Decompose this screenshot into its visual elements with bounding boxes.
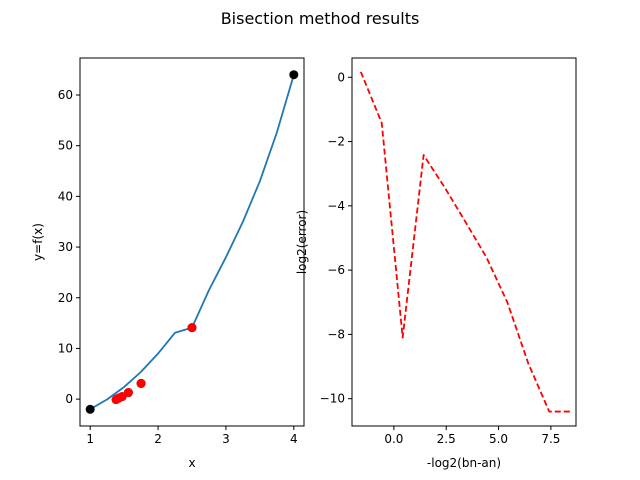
y-tick-label: 50 <box>58 139 73 153</box>
data-point-red-6 <box>111 395 121 405</box>
x-tick-label: 1 <box>86 432 94 446</box>
data-point-red-1 <box>136 378 146 388</box>
x-tick-label: 3 <box>222 432 230 446</box>
x-axis-label: x <box>188 456 195 470</box>
x-tick-label: 0.0 <box>384 432 403 446</box>
y-tick-label: −2 <box>327 135 345 149</box>
y-tick-label: 30 <box>58 240 73 254</box>
y-tick-label: −10 <box>320 392 345 406</box>
data-point-black-1 <box>289 70 299 80</box>
x-axis-label: -log2(bn-an) <box>427 456 501 470</box>
x-tick-label: 7.5 <box>541 432 560 446</box>
y-tick-label: 40 <box>58 189 73 203</box>
y-tick-label: 0 <box>65 392 73 406</box>
x-tick-label: 2.5 <box>437 432 456 446</box>
x-tick-label: 2 <box>154 432 162 446</box>
y-tick-label: −8 <box>327 327 345 341</box>
error-line <box>359 71 571 413</box>
y-axis-label: log2(error) <box>295 210 309 274</box>
x-tick-label: 4 <box>290 432 298 446</box>
x-tick-label: 5.0 <box>489 432 508 446</box>
y-tick-label: 20 <box>58 291 73 305</box>
plot-frame <box>79 57 305 427</box>
y-tick-label: −6 <box>327 263 345 277</box>
right-plot: 0.0 2.5 5.0 7.5 0 −2 −4 −6 −8 −10 -log2(bn-an) log2… <box>295 57 577 470</box>
y-tick-label: −4 <box>327 199 345 213</box>
figure-title: Bisection method results <box>221 9 420 28</box>
data-point-red-0 <box>187 323 197 333</box>
y-axis-label: y=f(x) <box>31 223 45 261</box>
data-point-black-0 <box>85 404 95 414</box>
plot-frame <box>351 57 577 427</box>
y-tick-label: 0 <box>337 70 345 84</box>
y-tick-label: 10 <box>58 341 73 355</box>
y-tick-label: 60 <box>58 88 73 102</box>
